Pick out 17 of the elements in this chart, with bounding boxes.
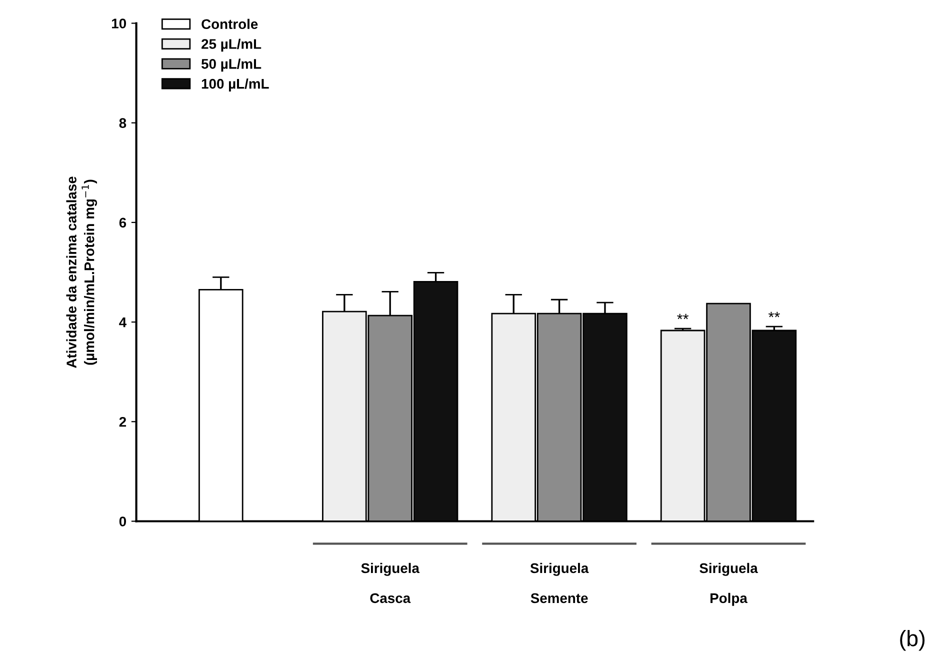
y-tick-label: 0 — [119, 516, 126, 526]
y-tick-label: 8 — [119, 118, 126, 128]
text: (b) — [900, 630, 925, 651]
legend-label: 25 µL/mL — [202, 38, 262, 52]
annotation: ** — [677, 314, 689, 320]
annotation: ** — [768, 312, 780, 318]
category-label: Siriguela Semente — [530, 562, 589, 604]
y-tick-label: 4 — [119, 318, 127, 328]
legend-label: 50 µL/mL — [201, 58, 262, 72]
legend-label: 100 µL/mL — [202, 78, 269, 92]
y-tick-label: 10 — [112, 18, 126, 28]
y-tick-label: 2 — [119, 416, 126, 427]
y-axis-title: Atividade da enzima catalase (µmol/min/mL.Protein mg$^{−1}$) — [66, 176, 98, 368]
category-label: Siriguela Casca — [361, 562, 420, 604]
legend-label: Controle — [202, 18, 258, 30]
y-tick-label: 6 — [119, 218, 126, 228]
category-label: Siriguela Polpa — [700, 562, 758, 606]
